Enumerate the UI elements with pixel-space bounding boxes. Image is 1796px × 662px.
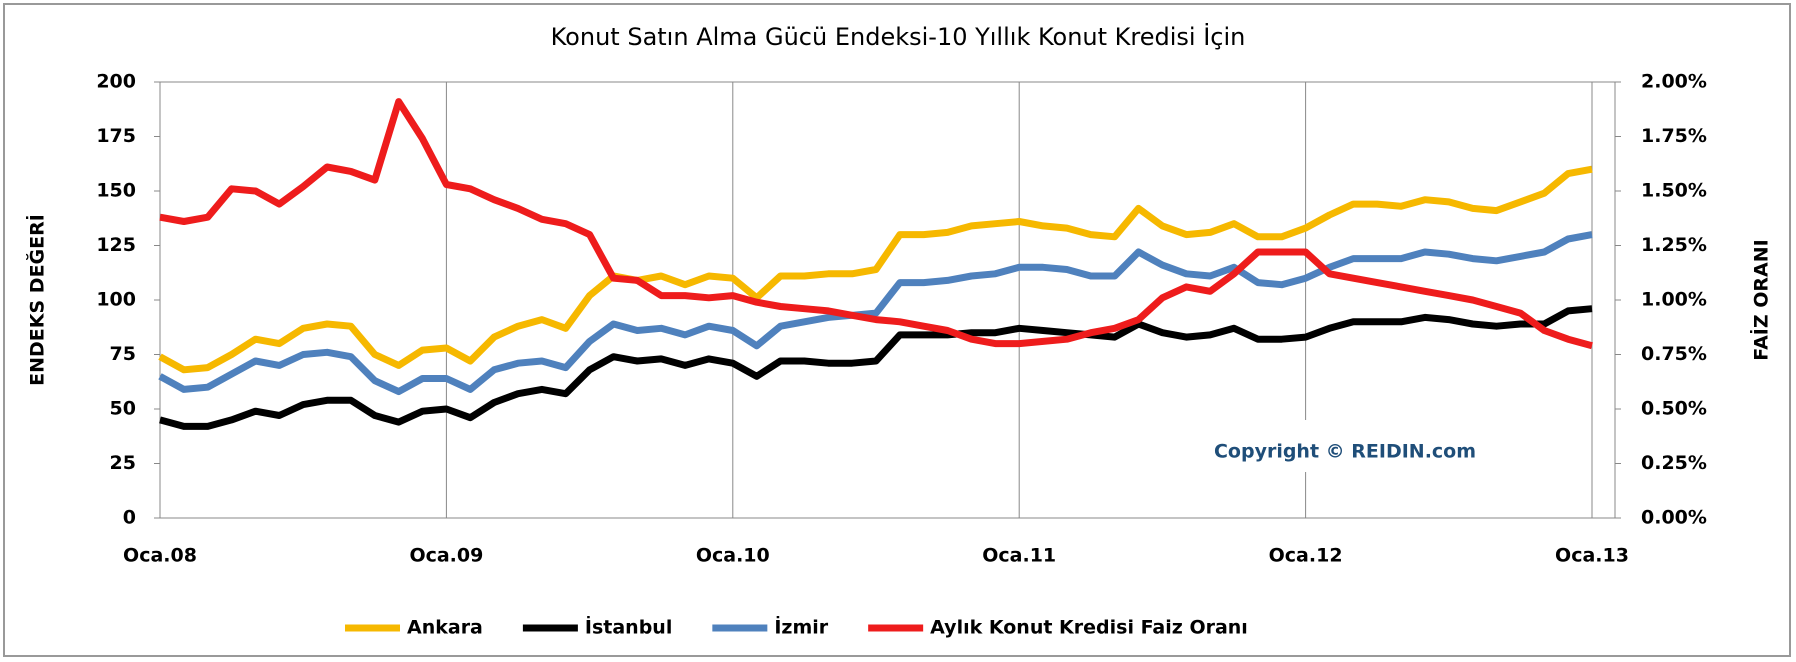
x-tick-label: Oca.12: [1269, 545, 1343, 567]
y2-tick-label: 1.75%: [1641, 125, 1707, 147]
y-tick-label: 75: [110, 343, 136, 365]
legend-label: Aylık Konut Kredisi Faiz Oranı: [930, 617, 1248, 639]
series-line: [158, 231, 1593, 396]
x-tick-label: Oca.10: [696, 545, 770, 567]
x-tick-label: Oca.08: [123, 545, 197, 567]
y2-tick-label: 0.00%: [1641, 507, 1707, 529]
y-tick-label: 175: [96, 125, 136, 147]
y-tick-label: 50: [110, 398, 136, 420]
y-tick-label: 150: [96, 180, 136, 202]
y2-tick-label: 0.50%: [1641, 398, 1707, 420]
chart-border: [3, 3, 1791, 657]
y-tick-label: 25: [110, 452, 136, 474]
annotation: Copyright © REIDIN.com: [1214, 441, 1476, 463]
legend-label: Ankara: [407, 617, 483, 639]
y2-tick-label: 0.25%: [1641, 452, 1707, 474]
series-line: [158, 165, 1593, 374]
y2-tick-label: 1.00%: [1641, 289, 1707, 311]
y2-tick-label: 0.75%: [1641, 343, 1707, 365]
legend-label: İzmir: [774, 615, 828, 639]
x-tick-label: Oca.09: [409, 545, 483, 567]
x-tick-label: Oca.11: [982, 545, 1056, 567]
y-tick-label: 0: [123, 507, 136, 529]
chart-title: Konut Satın Alma Gücü Endeksi-10 Yıllık …: [551, 22, 1246, 51]
y-tick-label: 125: [96, 234, 136, 256]
y2-axis-title: FAİZ ORANI: [1749, 239, 1773, 360]
annotation-box: [1130, 420, 1560, 472]
y-tick-label: 200: [96, 71, 136, 93]
series-line: [159, 98, 1593, 350]
series-line: [159, 305, 1593, 430]
x-tick-label: Oca.13: [1555, 545, 1629, 567]
y2-tick-label: 1.50%: [1641, 180, 1707, 202]
legend-label: İstanbul: [585, 615, 672, 639]
y2-tick-label: 2.00%: [1641, 71, 1707, 93]
y-tick-label: 100: [96, 289, 136, 311]
y2-tick-label: 1.25%: [1641, 234, 1707, 256]
y-axis-title: ENDEKS DEĞERİ: [25, 214, 49, 386]
